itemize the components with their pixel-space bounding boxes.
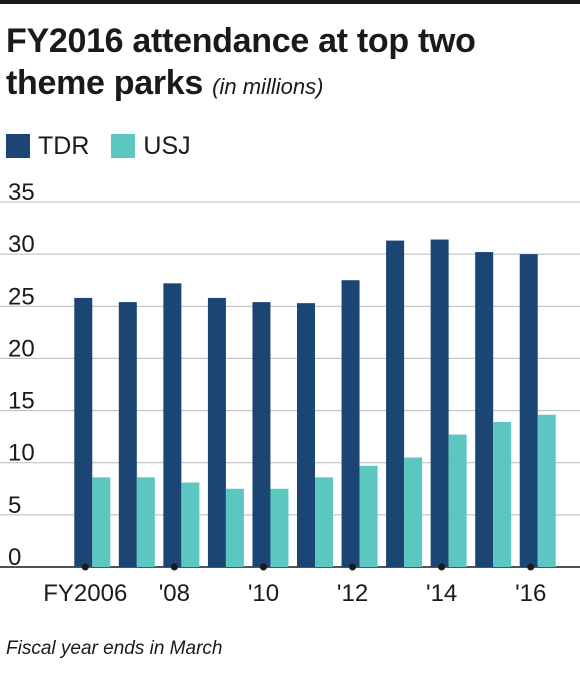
bar-usj-fy2014 bbox=[448, 434, 467, 567]
bar-usj-fy2013 bbox=[404, 457, 423, 567]
bar-tdr-fy2014 bbox=[430, 239, 449, 568]
x-tick-label: '08 bbox=[159, 580, 190, 607]
bar-tdr-fy2015 bbox=[475, 252, 494, 568]
x-tick-dot bbox=[81, 563, 89, 571]
bar-chart: 0 5 10 15 20 25 30 35 FY2006 '08 '10 '12 '14 '16 bbox=[0, 180, 580, 607]
y-tick-label: 15 bbox=[8, 388, 35, 415]
x-tick-dot bbox=[527, 563, 535, 571]
y-tick-label: 0 bbox=[8, 544, 21, 571]
chart-title: FY2016 attendance at top two theme parks… bbox=[6, 20, 566, 108]
bar-usj-fy2012 bbox=[359, 465, 378, 567]
x-tick-label: '12 bbox=[337, 580, 368, 607]
bar-tdr-fy2016 bbox=[519, 254, 538, 567]
bar-usj-fy2016 bbox=[537, 414, 556, 567]
bar-tdr-fy2006 bbox=[74, 297, 93, 567]
y-tick-label: 25 bbox=[8, 283, 35, 310]
bar-tdr-fy2007 bbox=[118, 302, 137, 567]
x-tick-label: '14 bbox=[426, 580, 457, 607]
x-tick-label: '16 bbox=[515, 580, 546, 607]
x-tick-dot bbox=[438, 563, 446, 571]
legend-label-tdr: TDR bbox=[38, 131, 90, 160]
y-tick-label: 30 bbox=[8, 231, 35, 258]
title-text: FY2016 attendance at top two theme parks bbox=[6, 22, 476, 102]
bar-tdr-fy2009 bbox=[207, 297, 226, 567]
legend: TDR USJ bbox=[6, 131, 213, 161]
bar-tdr-fy2011 bbox=[297, 303, 315, 567]
y-tick-label: 20 bbox=[8, 335, 35, 362]
bar-usj-fy2010 bbox=[270, 488, 289, 567]
chart-subtitle: (in millions) bbox=[212, 74, 324, 99]
x-tick-dot bbox=[259, 563, 267, 571]
legend-label-usj: USJ bbox=[143, 131, 191, 160]
legend-item-tdr: TDR bbox=[6, 132, 89, 161]
x-tick-dot bbox=[170, 563, 178, 571]
y-tick-label: 5 bbox=[8, 492, 21, 519]
y-tick-label: 35 bbox=[8, 180, 35, 206]
x-tick-dot bbox=[349, 563, 357, 571]
bar-usj-fy2007 bbox=[136, 477, 155, 567]
bar-usj-fy2015 bbox=[493, 422, 512, 567]
legend-item-usj: USJ bbox=[111, 131, 191, 161]
bar-tdr-fy2013 bbox=[386, 240, 405, 568]
x-tick-label: FY2006 bbox=[43, 580, 127, 607]
y-tick-label: 10 bbox=[8, 440, 35, 467]
bar-tdr-fy2008 bbox=[163, 283, 182, 567]
x-tick-label: '10 bbox=[248, 580, 279, 607]
top-rule bbox=[0, 0, 580, 4]
bar-tdr-fy2012 bbox=[341, 280, 360, 567]
bar-usj-fy2011 bbox=[315, 477, 333, 567]
legend-swatch-tdr bbox=[6, 134, 30, 158]
bar-usj-fy2008 bbox=[181, 482, 200, 567]
legend-swatch-usj bbox=[111, 134, 136, 158]
footnote: Fiscal year ends in March bbox=[6, 638, 223, 659]
bar-usj-fy2006 bbox=[92, 477, 111, 567]
bar-tdr-fy2010 bbox=[252, 302, 271, 567]
bar-usj-fy2009 bbox=[225, 488, 244, 567]
